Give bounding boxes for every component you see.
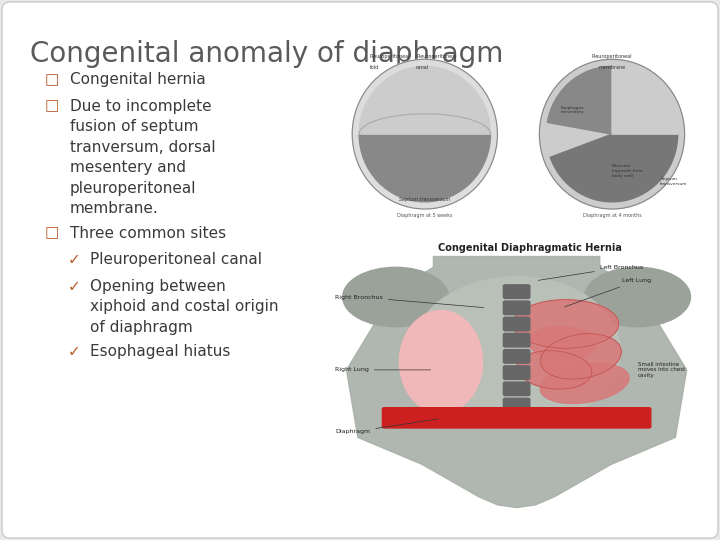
Text: Left Lung: Left Lung [564, 278, 652, 307]
Ellipse shape [541, 334, 621, 379]
FancyBboxPatch shape [503, 317, 530, 330]
Text: Left Bronchus: Left Bronchus [539, 265, 643, 280]
FancyBboxPatch shape [503, 301, 530, 314]
Ellipse shape [343, 267, 449, 327]
Polygon shape [346, 256, 687, 508]
FancyBboxPatch shape [503, 285, 530, 298]
FancyBboxPatch shape [503, 399, 530, 411]
Text: membrane.: membrane. [70, 201, 158, 216]
Text: Pleuroperitoneal: Pleuroperitoneal [592, 54, 632, 59]
Text: Congenital hernia: Congenital hernia [70, 72, 206, 87]
Text: Congenital anomaly of diaphragm: Congenital anomaly of diaphragm [30, 40, 503, 68]
Text: □: □ [45, 226, 59, 241]
Text: Esophageal hiatus: Esophageal hiatus [90, 344, 230, 359]
Text: mesentery and: mesentery and [70, 160, 186, 175]
Text: Diaphragm at 4 months: Diaphragm at 4 months [582, 213, 642, 218]
Wedge shape [550, 134, 678, 202]
Text: Pleuroperitoneal: Pleuroperitoneal [369, 54, 410, 59]
Text: Muscular
ingrowth from
body wall: Muscular ingrowth from body wall [612, 164, 643, 178]
Wedge shape [547, 66, 612, 134]
Text: tranversum, dorsal: tranversum, dorsal [70, 139, 215, 154]
FancyBboxPatch shape [503, 382, 530, 395]
Text: Septum transversum: Septum transversum [399, 197, 451, 202]
FancyBboxPatch shape [503, 366, 530, 379]
Text: ✓: ✓ [68, 252, 81, 267]
FancyBboxPatch shape [503, 350, 530, 363]
Text: Congenital Diaphragmatic Hernia: Congenital Diaphragmatic Hernia [438, 243, 622, 253]
FancyBboxPatch shape [382, 408, 651, 428]
Wedge shape [359, 66, 490, 134]
Text: Esophagus
mesentery: Esophagus mesentery [560, 106, 584, 114]
Text: Right Lung: Right Lung [336, 367, 431, 373]
Text: canal: canal [416, 65, 429, 70]
Text: Pleuroperitoneal canal: Pleuroperitoneal canal [90, 252, 262, 267]
Text: fusion of septum: fusion of septum [70, 119, 199, 134]
Ellipse shape [517, 350, 592, 389]
Text: fold: fold [369, 65, 379, 70]
Text: membrane: membrane [598, 65, 626, 70]
FancyBboxPatch shape [503, 333, 530, 347]
Wedge shape [359, 134, 490, 202]
Ellipse shape [540, 363, 629, 403]
Wedge shape [612, 66, 678, 134]
Ellipse shape [400, 310, 482, 413]
Text: Diaphragm: Diaphragm [336, 419, 438, 435]
Text: Septum
transversum: Septum transversum [660, 177, 688, 186]
Text: Pleuroperitoneal: Pleuroperitoneal [416, 54, 456, 59]
Text: □: □ [45, 98, 59, 113]
Text: Due to incomplete: Due to incomplete [70, 98, 212, 113]
Ellipse shape [513, 300, 618, 348]
Ellipse shape [585, 267, 690, 327]
Text: Opening between: Opening between [90, 279, 226, 294]
Text: Three common sites: Three common sites [70, 226, 226, 241]
Text: ✓: ✓ [68, 344, 81, 359]
Text: Small intestine
moves into chest
cavity: Small intestine moves into chest cavity [638, 362, 685, 378]
Circle shape [352, 59, 498, 209]
Circle shape [539, 59, 685, 209]
Text: pleuroperitoneal: pleuroperitoneal [70, 180, 197, 195]
Text: of diaphragm: of diaphragm [90, 320, 193, 335]
Text: □: □ [45, 72, 59, 87]
Text: ✓: ✓ [68, 279, 81, 294]
Text: Right Bronchus: Right Bronchus [336, 294, 484, 308]
Text: Diaphragm at 5 weeks: Diaphragm at 5 weeks [397, 213, 453, 218]
Ellipse shape [528, 327, 596, 359]
Ellipse shape [413, 276, 621, 426]
Text: xiphoid and costal origin: xiphoid and costal origin [90, 299, 279, 314]
